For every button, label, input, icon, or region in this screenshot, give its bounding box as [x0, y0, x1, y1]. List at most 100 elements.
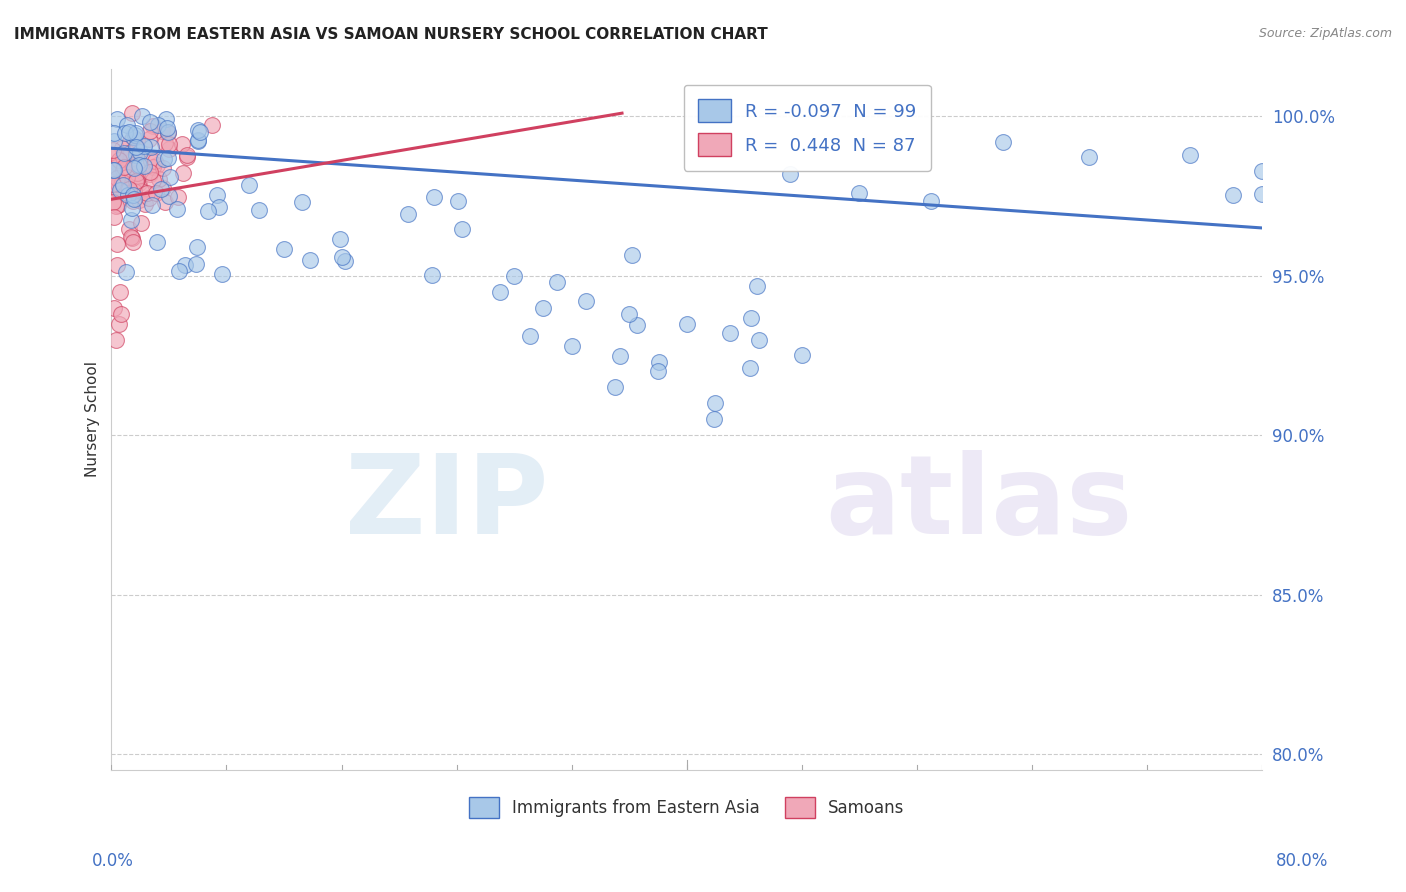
Point [201, 118, 224, 132]
Point [124, 128, 146, 142]
Point [152, 181, 174, 195]
Point [125, 142, 148, 156]
Point [134, 159, 156, 173]
Point [120, 135, 142, 149]
Point [238, 178, 260, 192]
Point [112, 145, 135, 160]
Point [141, 154, 163, 169]
Point [127, 166, 149, 180]
Point [187, 134, 209, 148]
Point [121, 201, 143, 215]
Point [104, 160, 127, 174]
Point [330, 250, 353, 264]
Point [139, 124, 162, 138]
Point [104, 333, 127, 347]
Point [146, 119, 169, 133]
Point [120, 230, 142, 244]
Point [141, 120, 163, 134]
Point [848, 186, 870, 201]
Point [108, 183, 131, 197]
Point [105, 171, 128, 186]
Point [273, 243, 295, 257]
Point [488, 285, 510, 299]
Point [190, 125, 212, 139]
Point [176, 150, 198, 164]
Point [779, 167, 801, 181]
Point [121, 194, 143, 208]
Point [122, 188, 145, 202]
Point [111, 141, 134, 155]
Point [110, 307, 132, 321]
Point [121, 160, 143, 174]
Point [103, 126, 125, 140]
Point [139, 165, 162, 179]
Point [451, 221, 474, 235]
Point [247, 202, 270, 217]
Point [159, 169, 181, 184]
Point [396, 207, 419, 221]
Point [103, 162, 125, 177]
Point [146, 235, 169, 249]
Point [128, 176, 150, 190]
Point [141, 198, 163, 212]
Point [122, 192, 145, 206]
Y-axis label: Nursery School: Nursery School [86, 361, 100, 477]
Point [166, 202, 188, 216]
Point [118, 181, 141, 195]
Point [112, 178, 135, 192]
Point [103, 134, 125, 148]
Point [747, 278, 769, 293]
Point [738, 360, 761, 375]
Point [167, 263, 190, 277]
Point [120, 213, 142, 227]
Point [128, 193, 150, 207]
Point [187, 133, 209, 147]
Point [141, 140, 163, 154]
Point [101, 177, 124, 191]
Point [157, 151, 180, 165]
Point [172, 136, 194, 151]
Point [117, 188, 139, 202]
Point [205, 188, 228, 202]
Point [790, 349, 813, 363]
Point [157, 126, 180, 140]
Point [609, 349, 631, 363]
Point [153, 194, 176, 209]
Point [118, 221, 141, 235]
Point [1222, 188, 1244, 202]
Point [115, 265, 138, 279]
Point [156, 121, 179, 136]
Point [531, 301, 554, 315]
Point [107, 156, 129, 170]
Point [420, 268, 443, 282]
Point [110, 178, 132, 193]
Point [184, 257, 207, 271]
Point [172, 166, 194, 180]
Point [546, 275, 568, 289]
Point [291, 194, 314, 209]
Point [423, 189, 446, 203]
Point [112, 160, 135, 174]
Point [991, 135, 1014, 149]
Point [619, 307, 641, 321]
Point [718, 326, 741, 341]
Point [125, 170, 148, 185]
Point [124, 148, 146, 162]
Text: IMMIGRANTS FROM EASTERN ASIA VS SAMOAN NURSERY SCHOOL CORRELATION CHART: IMMIGRANTS FROM EASTERN ASIA VS SAMOAN N… [14, 27, 768, 42]
Point [603, 380, 626, 394]
Point [136, 186, 159, 200]
Text: atlas: atlas [825, 450, 1132, 557]
Point [103, 210, 125, 224]
Point [150, 182, 173, 196]
Point [197, 204, 219, 219]
Point [131, 184, 153, 198]
Point [167, 189, 190, 203]
Point [105, 179, 128, 194]
Point [124, 176, 146, 190]
Point [122, 161, 145, 176]
Point [155, 112, 177, 127]
Point [157, 188, 180, 202]
Legend: Immigrants from Eastern Asia, Samoans: Immigrants from Eastern Asia, Samoans [463, 790, 911, 825]
Point [111, 175, 134, 189]
Point [122, 184, 145, 198]
